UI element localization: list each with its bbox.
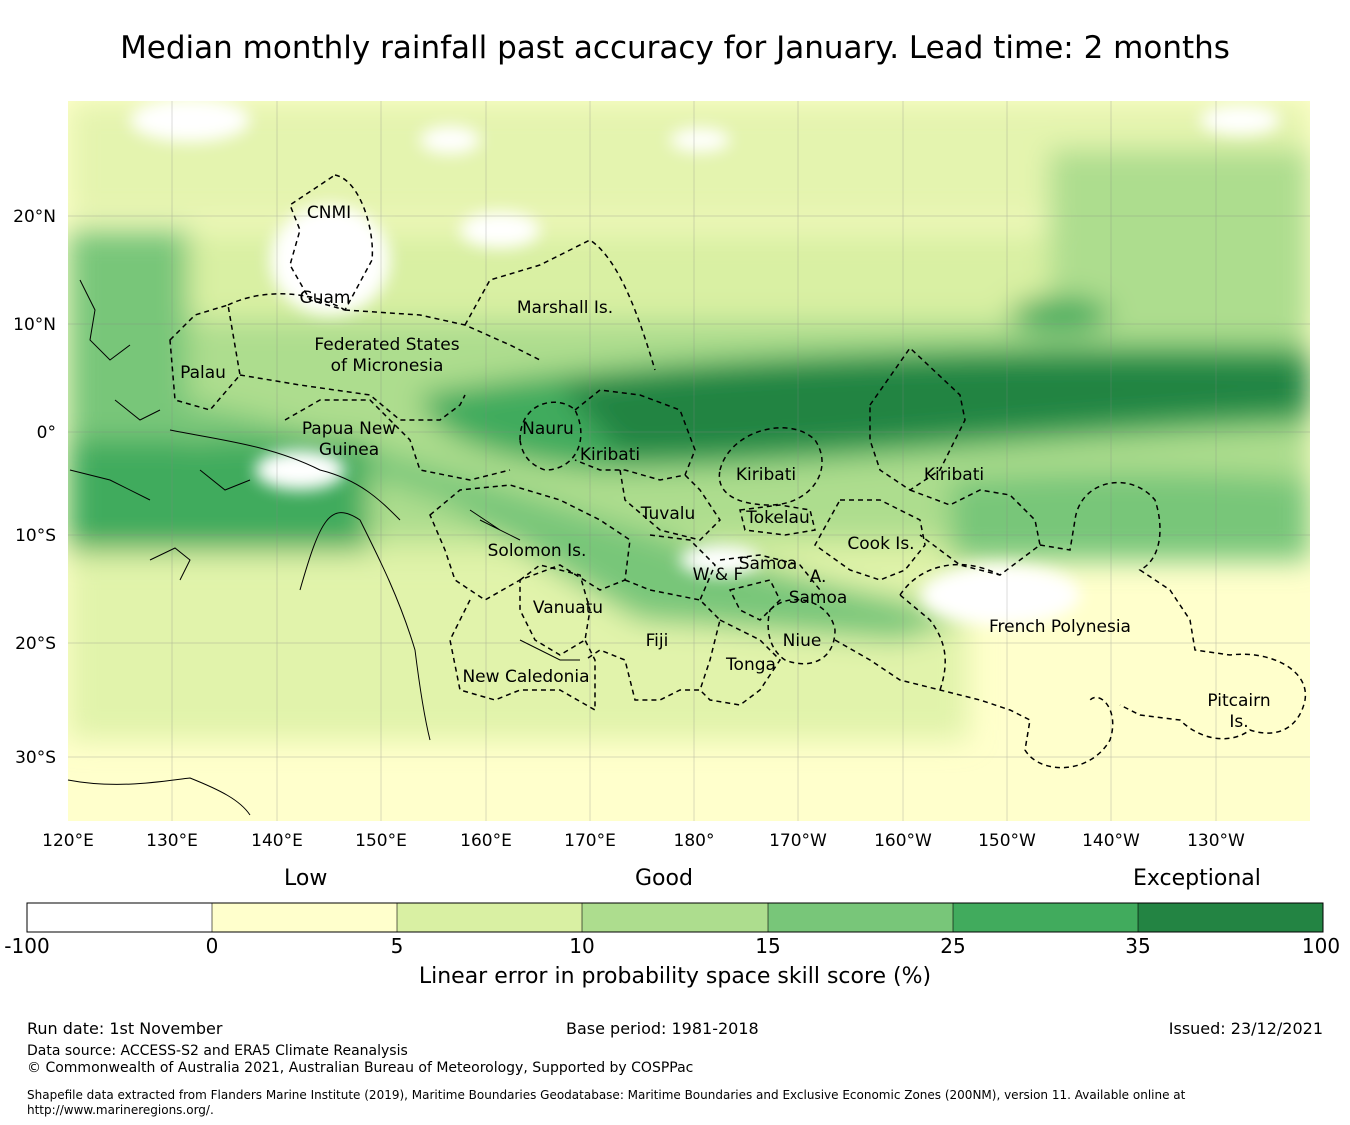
region-label-fiji: Fiji — [646, 631, 669, 651]
lon-tick-label: 170°E — [564, 831, 616, 851]
lat-tick-label: 20°N — [13, 207, 56, 227]
legend-category-good: Good — [635, 866, 693, 891]
lon-tick-label: 130°W — [1187, 831, 1245, 851]
region-label-png: Papua New — [302, 419, 396, 439]
region-label-niue: Niue — [783, 631, 822, 651]
colorbar-tick: 5 — [390, 934, 404, 958]
colorbar-segment — [953, 903, 1138, 932]
graticule — [68, 101, 1310, 821]
region-label-nauru: Nauru — [522, 419, 574, 439]
region-label-tokelau: Tokelau — [745, 508, 810, 528]
lon-tick-label: 120°E — [42, 831, 94, 851]
colorbar-tick: 15 — [755, 934, 781, 958]
region-label-american-samoa: Samoa — [789, 588, 848, 608]
region-label-solomon: Solomon Is. — [488, 541, 587, 561]
colorbar-segment — [212, 903, 397, 932]
base-period: Base period: 1981-2018 — [566, 1019, 759, 1038]
colorbar-tick: 35 — [1125, 934, 1151, 958]
data-source: Data source: ACCESS-S2 and ERA5 Climate … — [27, 1043, 408, 1059]
lon-tick-label: 150°W — [978, 831, 1036, 851]
region-label-kiribati-gilbert: Kiribati — [580, 445, 640, 465]
region-label-marshall: Marshall Is. — [517, 298, 613, 318]
region-label-samoa: Samoa — [739, 554, 798, 574]
colorbar-segment — [397, 903, 582, 932]
region-label-fsm: Federated States — [314, 335, 459, 355]
lon-tick-label: 170°W — [769, 831, 827, 851]
lat-tick-label: 10°S — [15, 526, 56, 546]
region-label-kiribati-line: Kiribati — [924, 465, 984, 485]
coastlines — [67, 279, 580, 816]
copyright: © Commonwealth of Australia 2021, Austra… — [27, 1060, 694, 1076]
region-label-wallis-futuna: W & F — [693, 565, 744, 585]
lon-tick-label: 160°E — [460, 831, 512, 851]
colorbar-tick: 0 — [205, 934, 219, 958]
lon-tick-label: 180° — [674, 831, 715, 851]
lat-tick-label: 30°S — [15, 748, 56, 768]
lat-tick-label: 20°S — [15, 634, 56, 654]
lat-tick-label: 0° — [37, 423, 56, 443]
lon-tick-label: 140°E — [251, 831, 303, 851]
colorbar-tick: 100 — [1301, 934, 1341, 958]
colorbar-title: Linear error in probability space skill … — [418, 964, 932, 989]
colorbar-tick: 25 — [940, 934, 966, 958]
latitude-axis: 20°N 10°N 0° 10°S 20°S 30°S — [13, 207, 56, 768]
run-date: Run date: 1st November — [27, 1019, 223, 1038]
region-label-new-caledonia: New Caledonia — [462, 667, 589, 687]
region-label-french-polynesia: French Polynesia — [989, 617, 1131, 637]
lon-tick-label: 150°E — [355, 831, 407, 851]
region-label-palau: Palau — [180, 363, 226, 383]
colorbar-tick: -100 — [4, 934, 50, 958]
region-label-cnmi: CNMI — [307, 203, 351, 223]
region-label-kiribati-phoenix: Kiribati — [736, 465, 796, 485]
region-label-guam: Guam — [300, 288, 351, 308]
region-label-pitcairn: Pitcairn — [1207, 691, 1270, 711]
region-labels: CNMI Guam Marshall Is. Federated States … — [180, 203, 1271, 732]
colorbar-outline — [26, 902, 1324, 933]
eez-boundaries — [169, 174, 1307, 769]
lon-tick-label: 130°E — [146, 831, 198, 851]
lon-tick-label: 160°W — [874, 831, 932, 851]
lon-tick-label: 140°W — [1082, 831, 1140, 851]
map-title: Median monthly rainfall past accuracy fo… — [120, 30, 1230, 66]
region-label-american-samoa: A. — [810, 567, 827, 587]
colorbar-segment — [768, 903, 953, 932]
colorbar-tick: 10 — [569, 934, 595, 958]
shapefile-credit: Shapefile data extracted from Flanders M… — [27, 1088, 1186, 1102]
lat-tick-label: 10°N — [13, 315, 56, 335]
region-label-tonga: Tonga — [725, 655, 776, 675]
rainfall-skill-map: 120°E 130°E 140°E 150°E 160°E 170°E 180°… — [13, 101, 1310, 851]
colorbar-segment — [27, 903, 212, 932]
region-label-png: Guinea — [319, 440, 379, 460]
region-label-pitcairn: Is. — [1229, 712, 1248, 732]
legend-category-exceptional: Exceptional — [1133, 866, 1261, 891]
region-label-cook: Cook Is. — [847, 534, 914, 554]
legend-category-low: Low — [284, 866, 328, 891]
skill-field — [68, 101, 1310, 821]
region-label-fsm: of Micronesia — [331, 356, 444, 376]
shapefile-url[interactable]: http://www.marineregions.org/. — [27, 1103, 214, 1117]
longitude-axis: 120°E 130°E 140°E 150°E 160°E 170°E 180°… — [42, 831, 1245, 851]
region-label-tuvalu: Tuvalu — [640, 504, 696, 524]
region-label-vanuatu: Vanuatu — [533, 598, 603, 618]
issued-date: Issued: 23/12/2021 — [1168, 1019, 1323, 1038]
colorbar-segment — [1138, 903, 1323, 932]
colorbar-segment — [582, 903, 768, 932]
